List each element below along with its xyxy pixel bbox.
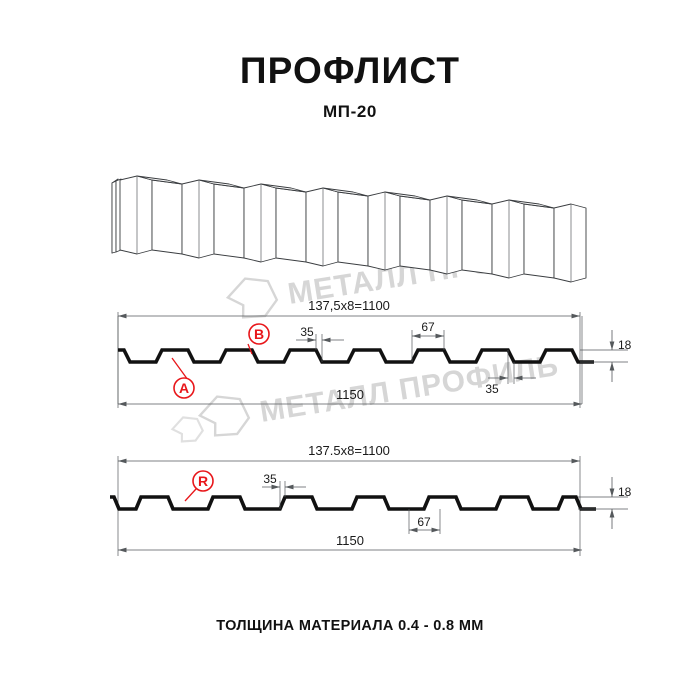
watermark-logo-icon [225,277,279,319]
callout-marker-b: B [247,323,270,355]
profile-3d-isometric-view [111,175,587,283]
dimension-overall-bottom-a: 1150 [118,387,582,407]
dimension-step-a: 35 [485,350,536,396]
dimension-label-crest-a: 35 [300,325,314,339]
dimension-height-a: 18 [580,330,632,382]
dimension-label-trough-b: 67 [417,515,431,529]
section-view-top: 137,5x8=1100 1150 18 35 [117,298,632,408]
dimension-label-top-a: 137,5x8=1100 [308,298,390,313]
section-view-bottom: 137.5x8=1100 1150 18 35 [110,443,632,556]
callout-circle-b [248,323,270,345]
material-thickness-note: ТОЛЩИНА МАТЕРИАЛА 0.4 - 0.8 ММ [216,618,484,634]
callout-circle-a [173,377,195,399]
callout-label-b: B [254,326,264,342]
dimension-crest-b: 35 [262,472,306,509]
dimension-label-bottom-b: 1150 [336,533,364,548]
dimension-crest-a: 35 [296,325,344,362]
dimension-label-step-a: 35 [485,382,499,396]
callout-circle-r [192,470,214,492]
dimension-label-height-b: 18 [618,485,632,499]
dimension-overall-bottom-b: 1150 [118,533,582,553]
footer-block: ТОЛЩИНА МАТЕРИАЛА 0.4 - 0.8 ММ [0,618,700,634]
profile-section-outline-a [118,348,594,364]
dimension-height-b: 18 [578,477,632,529]
dimension-label-top-b: 137.5x8=1100 [308,443,390,458]
profile-section-outline-b [110,495,596,511]
callout-marker-a: A [171,357,195,399]
dimension-overall-top-a: 137,5x8=1100 [118,298,580,319]
dimension-trough-b: 67 [408,509,441,534]
callout-label-r: R [198,473,208,489]
dimension-label-trough-a: 67 [421,320,435,334]
dimension-label-crest-b: 35 [263,472,277,486]
watermark-2: МЕТАЛЛ ПРОФИЛЬ [197,349,561,437]
extension-lines-top [117,312,583,408]
watermark-3 [170,416,204,443]
dimension-trough-a: 67 [411,320,445,362]
callout-label-a: A [179,380,189,396]
dimension-label-height-a: 18 [618,338,632,352]
watermark-logo-icon [170,416,204,443]
watermark-logo-icon [197,395,251,437]
dimension-label-bottom-a: 1150 [336,387,364,402]
callout-marker-r: R [184,470,214,502]
dimension-overall-top-b: 137.5x8=1100 [118,443,580,464]
